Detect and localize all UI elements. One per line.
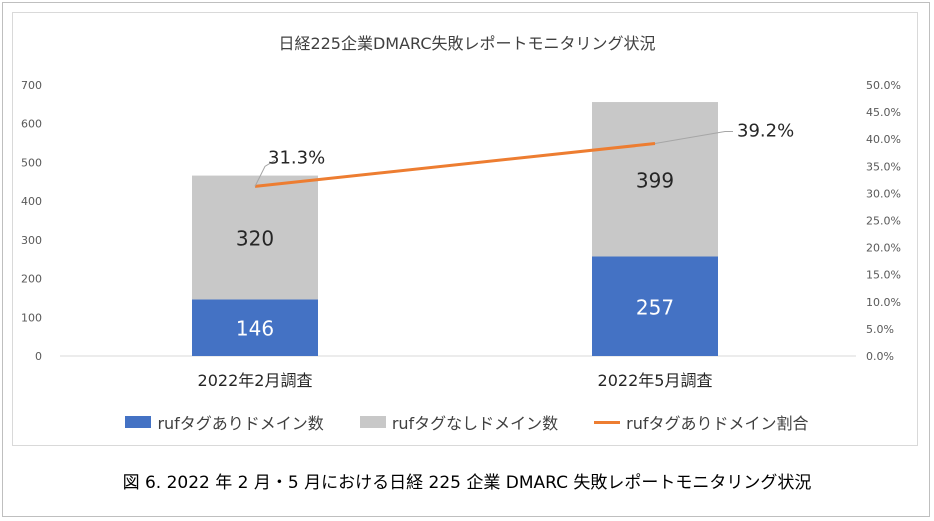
- legend-swatch-ruf-without: [359, 416, 386, 428]
- chart-title: 日経225企業DMARC失敗レポートモニタリング状況: [278, 34, 656, 53]
- bar-segment: [592, 256, 718, 356]
- y-right-tick-label: 15.0%: [866, 269, 901, 282]
- legend-label-ruf-with: rufタグありドメイン数: [157, 414, 324, 433]
- figure-caption: 図 6. 2022 年 2 月・5 月における日経 225 企業 DMARC 失…: [122, 473, 812, 493]
- y-left-tick-label: 400: [21, 195, 42, 208]
- legend-item-ruf-without: rufタグなしドメイン数: [359, 410, 559, 434]
- x-tick-label: 2022年5月調査: [598, 371, 713, 390]
- bar-data-label: 320: [236, 227, 274, 251]
- ratio-data-label: 31.3%: [268, 147, 325, 168]
- y-right-tick-label: 0.0%: [866, 350, 894, 363]
- bar-segment: [192, 175, 318, 300]
- legend-swatch-ruf-ratio: [594, 420, 621, 424]
- y-left-tick-label: 100: [21, 311, 42, 324]
- bar-data-label: 399: [636, 168, 674, 192]
- y-right-tick-label: 10.0%: [866, 296, 901, 309]
- ratio-leader-line: [254, 159, 276, 187]
- legend-label-ruf-without: rufタグなしドメイン数: [391, 414, 559, 433]
- y-left-tick-label: 200: [21, 273, 42, 286]
- y-right-tick-label: 45.0%: [866, 106, 901, 119]
- legend-item-ruf-with: rufタグありドメイン数: [125, 410, 324, 434]
- y-left-tick-label: 600: [21, 118, 42, 131]
- legend-item-ruf-ratio: rufタグありドメイン割合: [594, 410, 809, 434]
- chart-area: [12, 12, 918, 446]
- chart-legend: rufタグありドメイン数 rufタグなしドメイン数 rufタグありドメイン割合: [0, 410, 934, 434]
- bar-segment: [192, 299, 318, 356]
- ratio-line: [254, 142, 656, 188]
- x-tick-label: 2022年2月調査: [198, 371, 313, 390]
- legend-swatch-ruf-with: [125, 416, 152, 428]
- y-right-tick-label: 50.0%: [866, 79, 901, 92]
- y-left-tick-label: 700: [21, 79, 42, 92]
- ratio-leader-line: [654, 131, 733, 145]
- y-right-tick-label: 5.0%: [866, 323, 894, 336]
- bar-segment: [592, 102, 718, 257]
- y-left-tick-label: 0: [35, 350, 42, 363]
- y-right-tick-label: 35.0%: [866, 160, 901, 173]
- bar-data-label: 257: [636, 295, 674, 319]
- y-right-tick-label: 20.0%: [866, 242, 901, 255]
- legend-label-ruf-ratio: rufタグありドメイン割合: [626, 414, 809, 433]
- y-right-tick-label: 25.0%: [866, 215, 901, 228]
- y-right-tick-label: 30.0%: [866, 187, 901, 200]
- ratio-data-label: 39.2%: [737, 121, 794, 142]
- bar-data-label: 146: [236, 317, 274, 341]
- y-right-tick-label: 40.0%: [866, 133, 901, 146]
- y-left-tick-label: 300: [21, 234, 42, 247]
- y-left-tick-label: 500: [21, 156, 42, 169]
